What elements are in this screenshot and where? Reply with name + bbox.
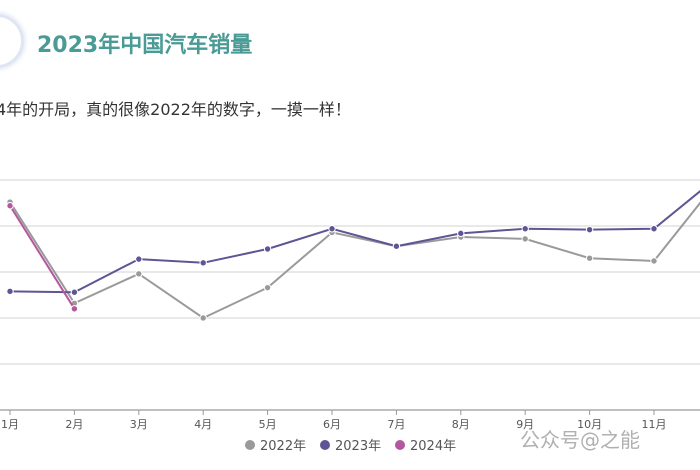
x-tick-label: 2月	[65, 418, 83, 431]
series-line	[9, 201, 700, 320]
series-2022年	[6, 198, 700, 322]
x-tick-label: 4月	[194, 418, 212, 431]
grid	[0, 179, 700, 411]
legend-label: 2022年	[260, 439, 306, 454]
data-point	[521, 225, 529, 233]
data-point	[585, 225, 594, 234]
data-point	[585, 254, 594, 262]
data-point	[70, 288, 79, 296]
x-tick-label: 1月	[1, 418, 19, 431]
data-point	[135, 270, 143, 278]
legend-marker	[395, 440, 405, 450]
legend-marker	[245, 440, 255, 450]
page-title: 2023年中国汽车销量	[37, 33, 253, 58]
x-tick-label: 5月	[259, 418, 277, 431]
data-point	[392, 242, 401, 250]
legend-label: 2023年	[335, 439, 381, 454]
series-line	[9, 205, 76, 310]
x-tick-label: 8月	[452, 418, 470, 431]
series-2024年	[6, 202, 79, 313]
data-point	[199, 314, 207, 322]
data-point	[328, 225, 336, 233]
legend-label: 2024年	[410, 439, 456, 454]
data-point	[263, 283, 272, 292]
data-point	[650, 225, 658, 233]
data-point	[263, 245, 272, 253]
legend-marker	[320, 440, 330, 450]
subtitle: 4年的开局，真的很像2022年的数字，一摸一样！	[0, 100, 351, 119]
data-point	[135, 255, 143, 263]
x-tick-label: 7月	[387, 418, 405, 431]
data-point	[650, 257, 658, 265]
data-point	[70, 305, 79, 313]
x-axis: 1月2月3月4月5月6月7月8月9月10月11月12月	[1, 410, 667, 431]
legend: 2022年 2023年 2024年	[245, 439, 456, 454]
data-point	[521, 235, 529, 243]
series-line	[9, 190, 700, 294]
x-tick-label: 11月	[642, 418, 667, 431]
x-tick-label: 3月	[130, 418, 148, 431]
data-point	[6, 202, 14, 210]
data-point	[199, 259, 207, 267]
data-point	[457, 229, 465, 238]
series-lines	[6, 190, 700, 322]
x-tick-label: 10月	[577, 418, 602, 431]
series-2023年	[6, 190, 700, 296]
x-tick-label: 6月	[323, 418, 341, 431]
x-tick-label: 9月	[516, 418, 534, 431]
watermark: 公众号@之能	[520, 428, 640, 452]
data-point	[6, 287, 14, 296]
